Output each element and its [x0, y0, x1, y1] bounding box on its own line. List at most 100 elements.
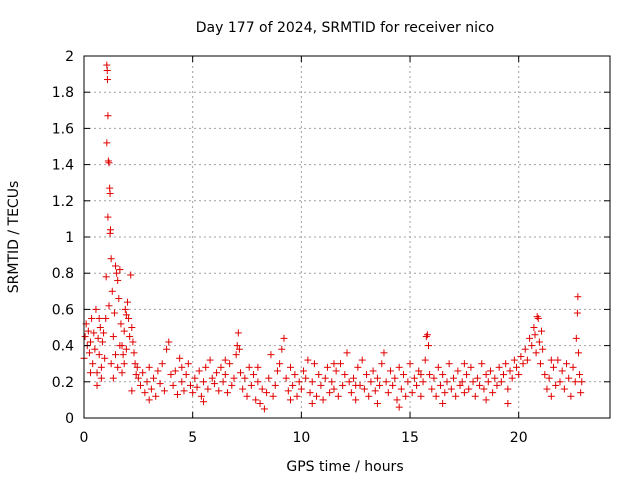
y-tick-label: 0.4: [52, 339, 74, 355]
data-point: [458, 378, 466, 386]
data-point: [178, 378, 186, 386]
y-tick-label: 0.2: [52, 375, 74, 391]
data-point: [460, 360, 468, 368]
data-point: [206, 356, 214, 364]
data-point: [235, 345, 243, 353]
x-tick-label: 15: [401, 430, 419, 446]
data-point: [121, 305, 129, 313]
data-point: [165, 338, 173, 346]
data-point: [156, 380, 164, 388]
data-point: [94, 334, 102, 342]
data-point: [430, 374, 438, 382]
data-point: [126, 333, 134, 341]
data-point: [495, 363, 503, 371]
data-point: [391, 374, 399, 382]
data-point: [406, 360, 414, 368]
data-point: [141, 389, 149, 397]
data-point: [549, 363, 557, 371]
grid-lines: [84, 56, 610, 418]
data-point: [93, 369, 101, 377]
data-point: [193, 383, 201, 391]
data-point: [103, 139, 111, 147]
data-point: [422, 333, 430, 341]
data-point: [215, 387, 223, 395]
data-points: [80, 61, 586, 413]
data-point: [447, 385, 455, 393]
y-tick-label: 1.6: [52, 121, 74, 137]
data-point: [486, 367, 494, 375]
data-point: [96, 324, 104, 331]
data-point: [106, 229, 114, 237]
x-tick-label: 0: [80, 430, 89, 446]
data-point: [499, 371, 507, 379]
data-point: [432, 392, 440, 400]
data-point: [145, 363, 153, 371]
data-point: [565, 374, 573, 382]
data-point: [395, 363, 403, 371]
data-point: [291, 371, 299, 379]
y-tick-label: 1.8: [52, 85, 74, 101]
y-tick-label: 1.4: [52, 158, 74, 174]
data-point: [532, 349, 540, 357]
data-point: [577, 389, 585, 397]
data-point: [197, 392, 205, 400]
data-point: [519, 360, 527, 368]
data-point: [456, 381, 464, 389]
data-point: [223, 389, 231, 397]
x-tick-label: 5: [188, 430, 197, 446]
data-point: [371, 387, 379, 395]
data-point: [523, 356, 531, 364]
data-point: [158, 360, 166, 368]
data-point: [282, 374, 290, 382]
data-point: [127, 271, 135, 279]
data-point: [376, 381, 384, 389]
data-point: [154, 367, 162, 375]
data-point: [336, 360, 344, 368]
data-point: [317, 381, 325, 389]
data-point: [528, 342, 536, 350]
data-point: [273, 367, 281, 375]
data-point: [441, 389, 449, 397]
data-point: [454, 367, 462, 375]
data-point: [102, 273, 110, 281]
data-point: [92, 305, 100, 313]
data-point: [98, 338, 106, 346]
data-point: [343, 349, 351, 357]
data-point: [404, 378, 412, 386]
data-point: [319, 396, 327, 404]
data-point: [87, 369, 95, 377]
data-point: [554, 356, 562, 364]
data-point: [445, 360, 453, 368]
data-point: [345, 378, 353, 386]
data-point: [341, 371, 349, 379]
x-tick-label: 10: [292, 430, 310, 446]
data-point: [271, 381, 279, 389]
data-point: [569, 363, 577, 371]
data-point: [139, 369, 147, 377]
data-point: [267, 351, 275, 359]
data-point: [467, 363, 475, 371]
data-point: [328, 378, 336, 386]
data-point: [510, 356, 518, 364]
data-point: [208, 374, 216, 382]
data-point: [502, 360, 510, 368]
data-point: [402, 392, 410, 400]
data-point: [81, 333, 89, 341]
data-point: [133, 363, 141, 371]
data-point: [480, 385, 488, 393]
data-point: [482, 371, 490, 379]
data-point: [538, 327, 546, 335]
data-point: [302, 374, 310, 382]
data-point: [293, 392, 301, 400]
data-point: [547, 356, 555, 364]
data-point: [308, 378, 316, 386]
data-point: [415, 367, 423, 375]
data-point: [358, 356, 366, 364]
data-point: [97, 363, 105, 371]
data-point: [182, 371, 190, 379]
data-point: [330, 360, 338, 368]
data-point: [306, 389, 314, 397]
data-point: [386, 367, 394, 375]
data-point: [567, 392, 575, 400]
data-point: [263, 389, 271, 397]
